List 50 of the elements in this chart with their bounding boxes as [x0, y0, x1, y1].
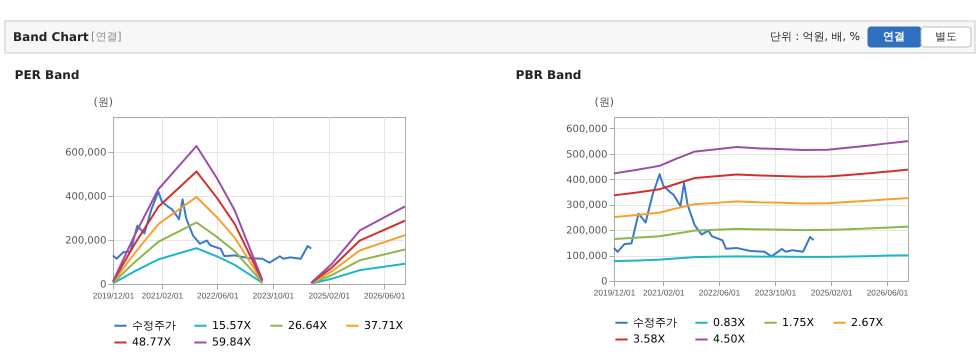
legend-label: 48.77X — [132, 336, 172, 348]
y-tick-label: 100,000 — [566, 251, 608, 262]
legend-label: 3.58X — [633, 332, 666, 346]
x-tick-label: 2022/06/01 — [196, 290, 239, 300]
text: [연결] — [91, 30, 122, 43]
legend-label: 59.84X — [212, 336, 252, 348]
x-tick-label: 2026/06/01 — [866, 288, 909, 298]
x-tick-label: 2021/02/01 — [142, 290, 184, 300]
x-tick-label: 2023/10/01 — [252, 290, 295, 300]
y-tick-label: 300,000 — [566, 200, 608, 212]
legend-label: 2.67X — [851, 316, 884, 329]
line-series — [613, 197, 909, 218]
legend-label: 0.83X — [713, 316, 746, 329]
x-tick-label: 2021/02/01 — [642, 288, 685, 298]
x-tick-label: 2023/10/01 — [754, 288, 797, 298]
y-tick-label: 600,000 — [566, 124, 608, 135]
line-series — [613, 173, 815, 258]
y-axis-title: (원) — [594, 96, 614, 108]
legend-label: 1.75X — [782, 316, 814, 329]
line-series — [613, 140, 909, 174]
chart-title: PBR Band — [516, 68, 582, 82]
text: Band Chart — [13, 30, 89, 44]
legend-label: 수정주가 — [633, 316, 677, 329]
legend-label: 26.64X — [288, 318, 328, 332]
y-tick-label: 400,000 — [65, 192, 106, 203]
x-tick-label: 2026/06/01 — [364, 290, 406, 300]
y-tick-label: 200,000 — [65, 236, 106, 247]
text: 단위 : 억원, 배, % — [770, 30, 860, 43]
legend-label: 37.71X — [364, 318, 404, 332]
x-tick-label: 2022/06/01 — [698, 288, 741, 298]
x-tick-label: 2025/02/01 — [308, 290, 350, 300]
y-tick-label: 400,000 — [566, 174, 608, 186]
legend-label: 수정주가 — [132, 318, 176, 332]
x-tick-label: 2019/12/01 — [594, 288, 636, 298]
y-tick-label: 200,000 — [566, 226, 608, 237]
y-tick-label: 0 — [601, 276, 608, 288]
x-tick-label: 2025/02/01 — [810, 288, 853, 298]
y-axis-title: (원) — [94, 96, 114, 108]
line-series — [112, 190, 312, 264]
legend-label: 4.50X — [713, 332, 746, 346]
y-tick-label: 500,000 — [566, 149, 608, 160]
line-series — [613, 226, 909, 240]
x-tick-label: 2019/12/01 — [92, 290, 135, 300]
text: 별도 — [935, 30, 957, 43]
y-tick-label: 600,000 — [65, 148, 106, 159]
chart-title: PER Band — [14, 68, 80, 82]
line-series — [613, 168, 909, 196]
legend-label: 15.57X — [212, 318, 252, 332]
text: 연결 — [883, 30, 905, 43]
y-tick-label: 0 — [100, 280, 106, 290]
